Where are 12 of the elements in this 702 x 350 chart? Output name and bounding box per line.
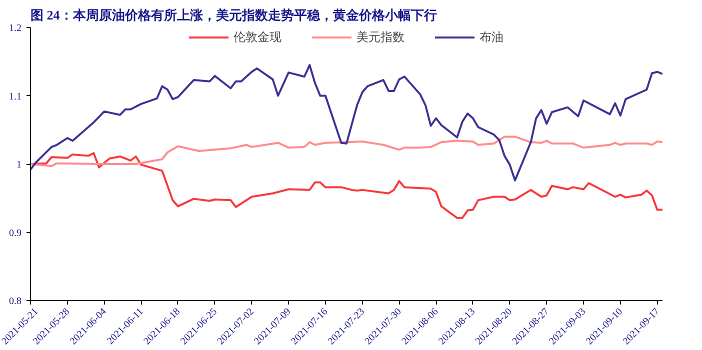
y-tick-label: 1 xyxy=(16,160,22,170)
y-tick-label: 1.1 xyxy=(9,91,22,102)
line-series xyxy=(30,152,662,219)
y-tick-label: 1.2 xyxy=(9,23,22,34)
y-tick-label: 0.8 xyxy=(9,296,22,307)
legend-label: 伦敦金现 xyxy=(234,28,282,46)
y-tick-label: 0.9 xyxy=(9,228,22,239)
line-series xyxy=(30,64,662,182)
line-series xyxy=(30,136,662,168)
chart-title: 图 24：本周原油价格有所上涨，美元指数走势平稳，黄金价格小幅下行 xyxy=(30,8,437,22)
legend-label: 美元指数 xyxy=(356,28,404,46)
legend-label: 布油 xyxy=(480,28,504,46)
